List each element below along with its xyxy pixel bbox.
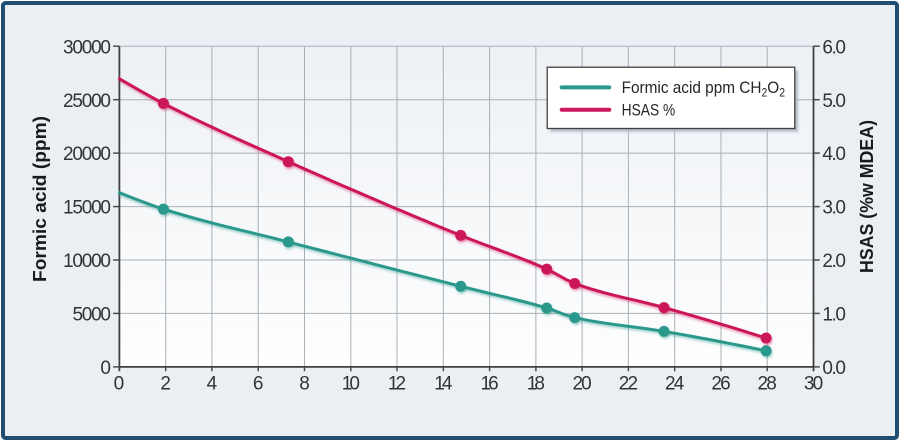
svg-text:20: 20: [572, 373, 591, 394]
svg-text:4: 4: [207, 373, 218, 394]
svg-text:10: 10: [342, 373, 360, 394]
svg-text:HSAS (%w MDEA): HSAS (%w MDEA): [857, 120, 877, 273]
svg-text:6.0: 6.0: [822, 37, 846, 58]
svg-text:8: 8: [299, 373, 310, 394]
svg-text:22: 22: [619, 373, 638, 394]
svg-text:30: 30: [804, 373, 823, 394]
svg-text:3.0: 3.0: [822, 198, 846, 219]
svg-text:Formic acid (ppm): Formic acid (ppm): [30, 116, 50, 282]
svg-text:5.0: 5.0: [822, 91, 846, 112]
svg-text:4.0: 4.0: [822, 144, 846, 165]
svg-text:12: 12: [388, 373, 406, 394]
svg-text:10000: 10000: [63, 251, 111, 272]
svg-text:25000: 25000: [63, 91, 111, 112]
svg-text:1.0: 1.0: [822, 305, 846, 326]
svg-text:Formic acid ppm CH2O2: Formic acid ppm CH2O2: [622, 78, 785, 100]
svg-text:26: 26: [711, 373, 730, 394]
svg-text:15000: 15000: [63, 198, 111, 219]
svg-text:16: 16: [481, 373, 499, 394]
svg-text:24: 24: [665, 373, 685, 394]
svg-text:5000: 5000: [73, 305, 112, 326]
svg-text:6: 6: [253, 373, 264, 394]
svg-text:30000: 30000: [63, 37, 111, 58]
svg-text:2: 2: [160, 373, 171, 394]
svg-text:18: 18: [527, 373, 545, 394]
svg-text:2.0: 2.0: [822, 251, 846, 272]
svg-text:28: 28: [758, 373, 777, 394]
svg-text:HSAS %: HSAS %: [622, 101, 676, 120]
svg-text:20000: 20000: [63, 144, 111, 165]
svg-text:14: 14: [434, 373, 453, 394]
svg-text:0.0: 0.0: [822, 358, 846, 379]
svg-text:0: 0: [100, 358, 111, 379]
svg-text:0: 0: [114, 373, 125, 394]
